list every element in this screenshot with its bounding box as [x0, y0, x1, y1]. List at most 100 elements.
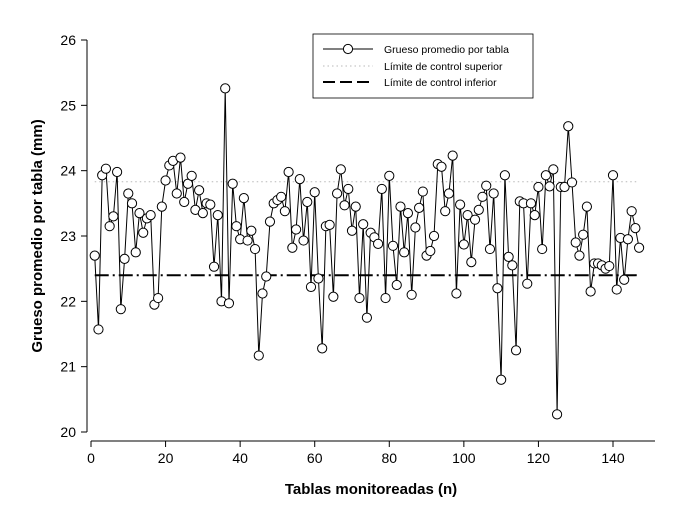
- data-point: [328, 291, 339, 302]
- data-point: [443, 188, 455, 199]
- data-point: [604, 260, 615, 272]
- data-point: [458, 239, 469, 250]
- data-point: [179, 196, 190, 208]
- data-point: [302, 196, 313, 208]
- y-axis-label: Grueso promedio por tabla (mm): [29, 119, 46, 352]
- data-point: [249, 243, 261, 255]
- data-point: [104, 221, 115, 232]
- data-point: [257, 288, 268, 299]
- data-point: [477, 191, 488, 202]
- data-point: [197, 208, 208, 219]
- data-point: [399, 247, 410, 258]
- x-tick-label: 140: [601, 450, 625, 466]
- data-point: [223, 298, 235, 309]
- data-point: [238, 193, 249, 204]
- data-point: [522, 278, 533, 289]
- data-point: [384, 170, 395, 181]
- data-point: [425, 245, 436, 257]
- data-point: [414, 202, 425, 214]
- data-point: [570, 237, 581, 248]
- data-point: [563, 121, 574, 132]
- data-point: [481, 180, 492, 191]
- data-point: [469, 214, 481, 225]
- y-tick-label: 26: [60, 32, 76, 48]
- data-point: [100, 163, 112, 174]
- data-point: [208, 261, 220, 272]
- data-point: [373, 238, 384, 249]
- data-point: [630, 223, 641, 234]
- data-point: [537, 243, 548, 255]
- data-point: [324, 219, 335, 230]
- data-point: [145, 209, 156, 221]
- data-point: [89, 250, 100, 261]
- data-point: [264, 216, 276, 227]
- data-point: [261, 271, 272, 282]
- data-point: [115, 304, 126, 315]
- x-tick-label: 40: [232, 450, 248, 466]
- data-point: [242, 235, 253, 246]
- axes: 20 21 22 23 24 25 26 0 20 40 60 80 100 120 140 Tablas…: [29, 32, 655, 498]
- x-tick-label: 0: [87, 450, 95, 466]
- y-tick-label: 23: [60, 228, 76, 244]
- data-point: [626, 206, 637, 217]
- data-point: [559, 181, 570, 193]
- data-point: [253, 350, 264, 361]
- data-point: [492, 283, 503, 294]
- data-point: [171, 188, 182, 199]
- data-point: [447, 150, 458, 161]
- data-point: [380, 292, 391, 304]
- data-point: [462, 209, 473, 221]
- data-point: [507, 260, 518, 271]
- data-point: [156, 201, 167, 212]
- data-point: [578, 229, 589, 240]
- data-point: [298, 235, 309, 246]
- data-point: [350, 201, 361, 212]
- data-point: [484, 243, 496, 255]
- data-point: [138, 227, 149, 238]
- data-point: [123, 188, 134, 199]
- data-point: [544, 181, 555, 192]
- y-tick-label: 20: [60, 424, 76, 440]
- data-point: [466, 257, 477, 268]
- data-point: [112, 166, 123, 178]
- data-point: [354, 292, 365, 304]
- data-point: [510, 345, 522, 356]
- data-point: [585, 286, 596, 297]
- data-point: [551, 409, 563, 420]
- data-point: [126, 198, 138, 209]
- data-point: [279, 206, 290, 217]
- data-point: [186, 170, 197, 181]
- data-point: [619, 274, 630, 285]
- data-point: [611, 284, 622, 295]
- data-point: [290, 224, 302, 235]
- data-point: [153, 292, 164, 304]
- data-point: [440, 206, 451, 217]
- y-tick-label: 22: [60, 293, 76, 309]
- data-point: [417, 186, 428, 197]
- data-point: [391, 279, 402, 291]
- data-point: [220, 83, 231, 94]
- data-point: [410, 222, 421, 233]
- legend-label-upper: Límite de control superior: [384, 61, 503, 73]
- data-point: [246, 225, 257, 236]
- legend-marker-mean: [342, 43, 354, 55]
- legend-label-mean: Grueso promedio por tabla: [384, 44, 509, 56]
- data-point: [529, 209, 540, 221]
- data-point: [581, 201, 593, 212]
- x-tick-label: 100: [452, 450, 476, 466]
- data-point: [309, 187, 320, 198]
- data-point: [548, 164, 559, 175]
- data-point: [313, 273, 324, 284]
- y-tick-label: 25: [60, 97, 76, 113]
- data-point: [119, 253, 130, 264]
- data-point: [402, 208, 414, 219]
- data-point: [488, 188, 499, 199]
- data-point: [108, 211, 119, 222]
- data-point: [451, 288, 462, 299]
- data-point: [566, 177, 578, 188]
- mean-thickness-line: [94, 88, 640, 415]
- data-point: [287, 242, 298, 253]
- data-point: [305, 281, 317, 293]
- data-point: [574, 250, 585, 261]
